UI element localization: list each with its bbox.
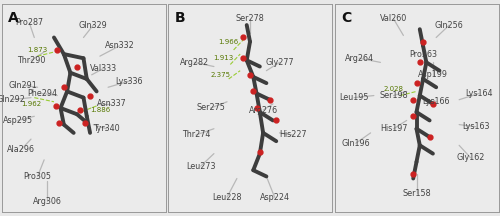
Text: Lys336: Lys336 — [116, 76, 143, 86]
Text: C: C — [341, 11, 351, 25]
Text: Val333: Val333 — [90, 64, 117, 73]
Text: Ser275: Ser275 — [196, 103, 225, 113]
Text: Pro287: Pro287 — [16, 19, 44, 27]
Text: Arg276: Arg276 — [248, 106, 278, 114]
Text: Pro305: Pro305 — [24, 172, 52, 181]
Text: Asn332: Asn332 — [104, 41, 134, 50]
Text: Gln256: Gln256 — [435, 21, 464, 30]
Text: Lys166: Lys166 — [422, 97, 450, 106]
Text: His197: His197 — [380, 124, 407, 133]
Text: Gln291: Gln291 — [8, 81, 37, 90]
Text: Gln292: Gln292 — [0, 95, 26, 104]
Text: 1.913: 1.913 — [214, 55, 234, 61]
Text: 1.873: 1.873 — [28, 47, 48, 53]
Text: Lys164: Lys164 — [465, 89, 492, 98]
Text: Arg306: Arg306 — [33, 197, 62, 206]
Text: Leu273: Leu273 — [186, 162, 216, 171]
Text: 2.028: 2.028 — [384, 86, 404, 92]
Text: Arg264: Arg264 — [344, 54, 374, 63]
Text: Asp199: Asp199 — [418, 70, 448, 79]
Text: Thr290: Thr290 — [17, 56, 45, 65]
Text: Ser158: Ser158 — [402, 189, 431, 197]
Text: Ser278: Ser278 — [236, 14, 264, 23]
Text: Gln329: Gln329 — [79, 21, 108, 30]
Text: Thr274: Thr274 — [182, 130, 210, 140]
Text: Asp295: Asp295 — [3, 116, 33, 125]
Text: Phe294: Phe294 — [28, 89, 58, 98]
Text: 1.962: 1.962 — [21, 101, 41, 107]
Text: Leu228: Leu228 — [212, 193, 242, 202]
Text: Asp224: Asp224 — [260, 193, 290, 202]
Text: A: A — [8, 11, 19, 25]
Text: 1.966: 1.966 — [218, 39, 239, 45]
Text: Ala296: Ala296 — [7, 145, 35, 154]
Text: His227: His227 — [279, 130, 306, 140]
Text: Lys163: Lys163 — [462, 122, 489, 131]
Text: Gly277: Gly277 — [265, 58, 294, 67]
Text: Leu195: Leu195 — [340, 93, 369, 102]
Text: Ser198: Ser198 — [379, 91, 408, 100]
Text: 2.375: 2.375 — [210, 72, 231, 78]
Text: Asn337: Asn337 — [96, 99, 126, 108]
Text: B: B — [174, 11, 185, 25]
Text: Arg282: Arg282 — [180, 58, 209, 67]
Text: Tyr340: Tyr340 — [93, 124, 120, 133]
Text: Val260: Val260 — [380, 14, 407, 23]
Text: Gln196: Gln196 — [342, 139, 370, 148]
Text: Pro263: Pro263 — [409, 50, 437, 59]
Text: 1.886: 1.886 — [90, 107, 110, 113]
Text: Gly162: Gly162 — [456, 153, 485, 162]
